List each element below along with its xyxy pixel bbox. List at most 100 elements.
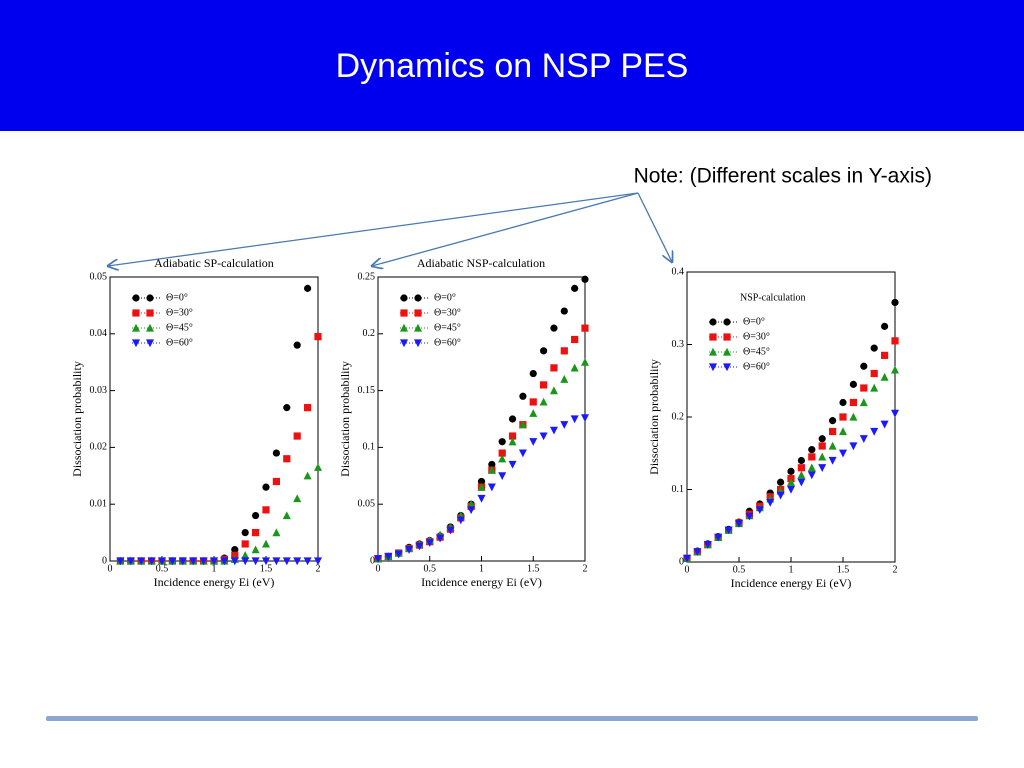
data-point xyxy=(735,519,743,528)
data-point xyxy=(849,380,858,388)
data-point xyxy=(241,551,250,559)
data-point xyxy=(272,449,280,457)
data-point xyxy=(818,452,827,461)
legend-marker xyxy=(132,294,140,302)
data-point xyxy=(549,426,558,435)
y-tick-label: 0.2 xyxy=(363,328,376,339)
legend-marker xyxy=(723,363,731,372)
legend-marker xyxy=(400,309,408,317)
data-point xyxy=(839,413,847,421)
legend-label: Θ=60° xyxy=(166,337,193,348)
data-point xyxy=(518,449,527,458)
data-point xyxy=(252,511,260,520)
data-point xyxy=(283,455,291,463)
data-point xyxy=(272,557,281,566)
data-point xyxy=(272,528,281,537)
data-point xyxy=(807,471,816,480)
data-point xyxy=(126,557,135,566)
data-point xyxy=(477,477,486,486)
legend-label: Θ=0° xyxy=(743,316,765,327)
data-point xyxy=(251,545,260,554)
data-point xyxy=(508,437,517,446)
data-point xyxy=(570,415,579,424)
data-point xyxy=(137,557,146,566)
data-point xyxy=(304,404,312,412)
data-point xyxy=(797,478,806,487)
data-point xyxy=(425,539,434,548)
x-tick-label: 2 xyxy=(316,563,321,574)
data-point xyxy=(818,464,827,472)
data-point xyxy=(467,506,476,515)
y-tick-label: 0.03 xyxy=(90,385,108,396)
data-point xyxy=(839,449,847,458)
data-point xyxy=(178,557,187,566)
data-point xyxy=(787,485,795,494)
data-point xyxy=(807,463,816,472)
data-point xyxy=(581,414,589,423)
data-point xyxy=(581,324,589,332)
data-point xyxy=(860,362,868,370)
y-tick-label: 0.4 xyxy=(672,266,685,277)
data-point xyxy=(456,516,465,525)
y-tick-label: 0.1 xyxy=(672,484,685,495)
legend-marker xyxy=(132,339,140,348)
data-point xyxy=(446,526,455,535)
data-point xyxy=(560,347,568,355)
legend-marker xyxy=(414,294,422,302)
y-axis-label: Dissociation probability xyxy=(70,361,84,477)
data-point xyxy=(714,533,723,542)
data-point xyxy=(828,456,837,465)
data-point xyxy=(549,386,558,395)
data-point xyxy=(859,398,868,407)
x-tick-label: 1 xyxy=(479,563,484,574)
data-point xyxy=(724,526,733,535)
slide-title: Dynamics on NSP PES xyxy=(336,47,689,85)
x-tick-label: 0 xyxy=(108,563,113,574)
data-point xyxy=(498,438,506,446)
y-axis-label: Dissociation probability xyxy=(338,361,352,477)
legend-marker xyxy=(132,323,140,332)
data-point xyxy=(703,541,712,549)
data-point xyxy=(539,397,548,406)
data-point xyxy=(571,284,579,292)
data-point xyxy=(394,550,403,559)
x-tick-label: 0 xyxy=(376,563,381,574)
data-point xyxy=(508,432,517,440)
legend-marker xyxy=(709,318,717,326)
data-point xyxy=(550,364,558,372)
data-point xyxy=(304,284,312,292)
data-point xyxy=(116,557,125,566)
data-point xyxy=(849,398,857,407)
x-tick-label: 0.5 xyxy=(156,563,169,574)
data-point xyxy=(881,351,889,359)
legend-marker xyxy=(723,318,731,326)
legend-label: Θ=45° xyxy=(743,346,770,357)
data-point xyxy=(384,552,393,561)
data-point xyxy=(508,415,517,423)
data-point xyxy=(539,432,548,441)
legend-marker xyxy=(400,294,408,302)
data-point xyxy=(262,539,270,548)
y-axis-label: Dissociation probability xyxy=(647,359,661,475)
data-point xyxy=(498,472,507,480)
y-tick-label: 0.02 xyxy=(90,442,108,453)
data-point xyxy=(314,333,322,341)
data-point xyxy=(283,404,291,412)
data-point xyxy=(220,557,229,566)
data-point xyxy=(891,365,899,374)
legend-label: Θ=60° xyxy=(743,361,770,372)
data-point xyxy=(571,335,579,344)
legend-marker xyxy=(709,363,717,372)
legend-label: Θ=0° xyxy=(166,292,188,303)
x-axis-label: Incidence energy Ei (eV) xyxy=(731,576,852,590)
data-point xyxy=(560,421,569,429)
data-point xyxy=(870,369,878,378)
legend-marker xyxy=(414,309,422,317)
data-point xyxy=(828,441,837,450)
data-point xyxy=(570,363,579,372)
x-tick-label: 1 xyxy=(789,564,794,575)
data-point xyxy=(839,398,847,407)
chart-title: Adiabatic SP-calculation xyxy=(154,256,274,270)
data-point xyxy=(519,392,527,400)
